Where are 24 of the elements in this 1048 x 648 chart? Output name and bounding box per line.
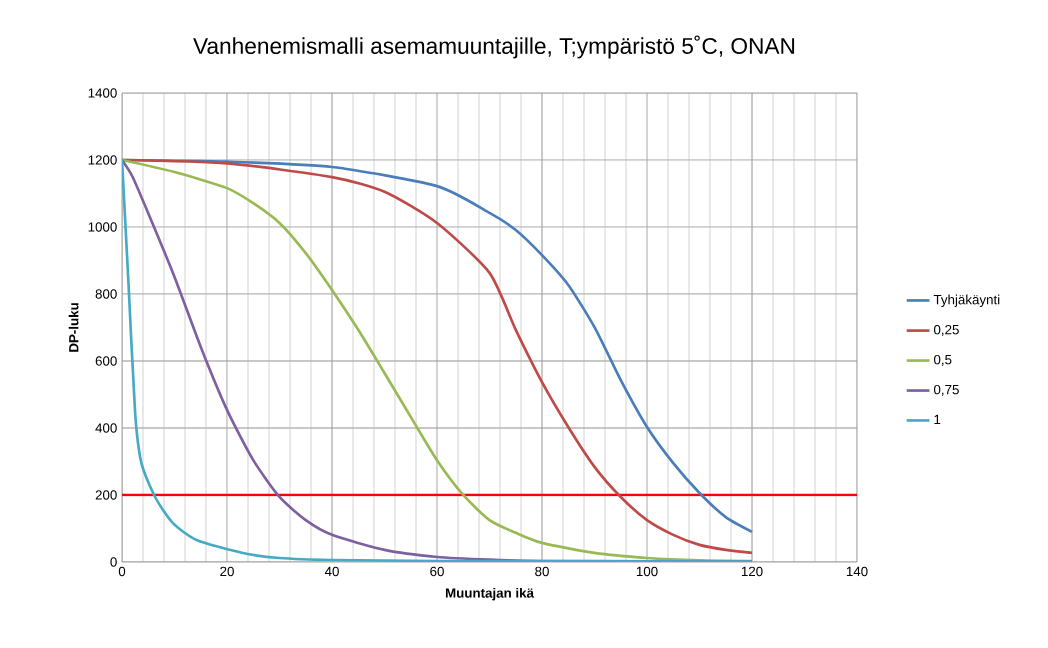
x-axis-title: Muuntajan ikä (445, 587, 534, 601)
x-tick-label: 100 (636, 566, 658, 577)
y-tick-label: 1200 (88, 155, 117, 165)
y-tick-label: 200 (95, 490, 117, 500)
x-tick-label: 20 (220, 566, 234, 577)
y-tick-label: 1400 (88, 88, 117, 98)
x-tick-label: 140 (846, 566, 868, 577)
x-tick-label: 0 (118, 566, 126, 577)
legend-label: 1 (934, 414, 941, 425)
x-tick-label: 80 (535, 566, 549, 577)
x-tick-label: 60 (430, 566, 444, 577)
y-tick-label: 0 (110, 557, 117, 567)
legend-label: 0,75 (933, 384, 959, 396)
legend-label: Tyhjäkäynti (933, 294, 1000, 308)
legend-label: 0,5 (933, 354, 952, 366)
y-tick-label: 1000 (88, 222, 117, 232)
y-tick-label: 800 (95, 289, 117, 299)
x-tick-label: 40 (324, 566, 339, 577)
x-tick-label: 120 (741, 566, 763, 577)
y-axis-title: DP-luku (68, 303, 79, 352)
y-tick-label: 400 (95, 423, 117, 433)
y-tick-label: 600 (95, 356, 117, 366)
legend-label: 0,25 (933, 324, 959, 336)
chart-title: Vanhenemismalli asemamuuntajille, T;ympäristö 5˚C, ONAN (193, 35, 795, 59)
